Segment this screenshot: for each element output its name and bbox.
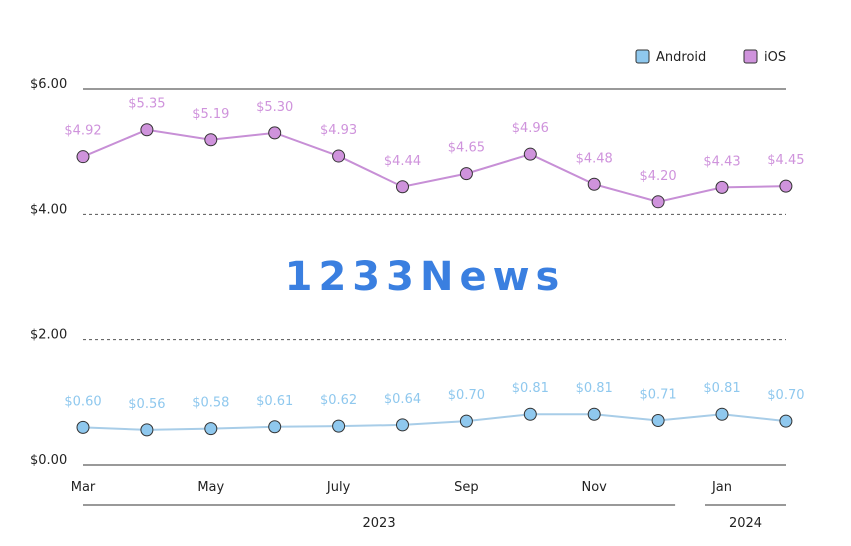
data-label-android: $0.81 — [576, 381, 613, 396]
watermark-logo: 1233News — [285, 254, 566, 300]
data-label-ios: $4.65 — [448, 141, 485, 156]
data-label-android: $0.81 — [512, 381, 549, 396]
x-tick-label: Nov — [582, 480, 608, 495]
data-point-ios — [779, 179, 793, 193]
data-point-ios — [459, 167, 473, 181]
data-label-android: $0.58 — [192, 396, 229, 411]
data-point-android — [651, 414, 665, 428]
y-tick-label: $2.00 — [30, 328, 67, 343]
year-label: 2024 — [729, 516, 762, 531]
data-point-android — [459, 414, 473, 428]
data-point-ios — [140, 123, 154, 137]
x-axis: Mar May July Sep Nov Jan 2023 2024 — [71, 480, 786, 531]
data-label-android: $0.70 — [448, 388, 485, 403]
data-label-ios: $4.20 — [639, 169, 676, 184]
data-point-android — [332, 419, 346, 433]
data-point-android — [715, 407, 729, 421]
data-label-android: $0.62 — [320, 393, 357, 408]
data-point-ios — [332, 149, 346, 163]
y-axis: $0.00 $2.00 $4.00 $6.00 — [30, 77, 67, 468]
data-point-ios — [715, 180, 729, 194]
data-point-android — [204, 422, 218, 436]
series-points — [76, 123, 793, 437]
x-tick-label: Mar — [71, 480, 96, 495]
data-point-ios — [76, 150, 90, 164]
series-line-android — [82, 413, 787, 431]
data-label-android: $0.71 — [639, 388, 676, 403]
data-label-android: $0.81 — [703, 381, 740, 396]
legend-swatch-ios — [743, 49, 758, 64]
data-point-ios — [523, 147, 537, 161]
y-tick-label: $4.00 — [30, 202, 67, 217]
data-point-android — [779, 414, 793, 428]
data-point-android — [76, 420, 90, 434]
legend-label-android: Android — [656, 50, 706, 65]
data-label-android: $0.61 — [256, 394, 293, 409]
data-label-ios: $4.96 — [512, 121, 549, 136]
data-label-android: $0.64 — [384, 392, 421, 407]
data-labels: $0.60 $0.56 $0.58 $0.61 $0.62 $0.64 $0.70 $0.81… — [64, 97, 804, 412]
y-tick-label: $6.00 — [30, 77, 67, 92]
data-point-ios — [587, 177, 601, 191]
series-line-ios — [82, 128, 786, 203]
data-label-android: $0.70 — [767, 388, 804, 403]
x-tick-label: May — [197, 480, 224, 495]
data-label-ios: $4.93 — [320, 123, 357, 138]
data-point-android — [396, 418, 409, 432]
legend-label-ios: iOS — [764, 50, 786, 65]
data-label-ios: $4.48 — [576, 151, 613, 166]
data-point-android — [140, 423, 154, 437]
grid-lines — [83, 88, 786, 466]
data-point-android — [268, 420, 282, 434]
series-lines — [82, 128, 787, 431]
data-label-ios: $4.43 — [703, 154, 740, 169]
data-point-ios — [204, 133, 218, 147]
data-point-ios — [268, 126, 282, 140]
y-tick-label: $0.00 — [30, 453, 67, 468]
data-point-android — [587, 407, 601, 421]
data-label-ios: $4.44 — [384, 154, 421, 169]
data-label-android: $0.60 — [64, 394, 101, 409]
data-label-ios: $5.35 — [128, 97, 165, 112]
x-tick-label: Jan — [711, 480, 732, 495]
year-label: 2023 — [363, 516, 396, 531]
data-point-ios — [651, 195, 665, 209]
data-label-ios: $4.45 — [767, 153, 804, 168]
data-point-android — [523, 407, 537, 421]
x-tick-label: July — [326, 480, 351, 495]
data-label-ios: $5.30 — [256, 100, 293, 115]
data-point-ios — [396, 180, 409, 194]
x-tick-label: Sep — [454, 480, 479, 495]
data-label-ios: $5.19 — [192, 107, 229, 122]
legend-swatch-android — [635, 49, 650, 64]
data-label-android: $0.56 — [128, 397, 165, 412]
data-label-ios: $4.92 — [64, 124, 101, 139]
legend: Android iOS — [635, 49, 786, 65]
